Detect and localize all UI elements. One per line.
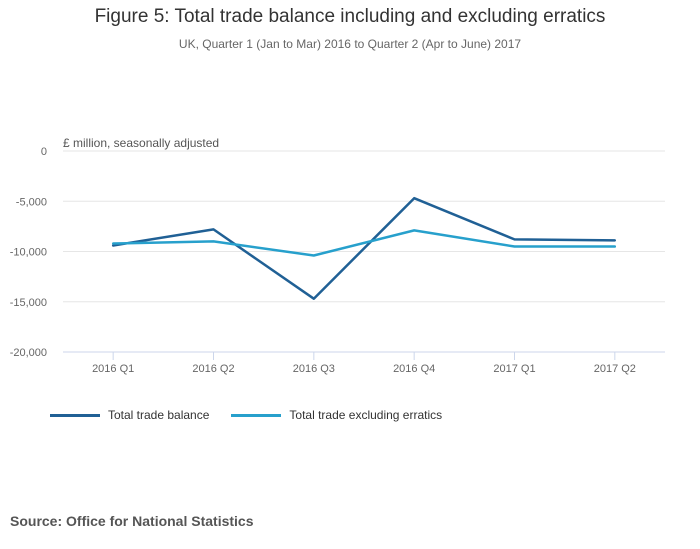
y-tick-label: -15,000 (10, 297, 47, 309)
legend-label-balance: Total trade balance (108, 408, 210, 422)
x-tick-label: 2016 Q2 (192, 363, 234, 375)
x-tick-label: 2016 Q3 (293, 363, 335, 375)
series-line-total-trade-balance (111, 196, 617, 300)
series-line-excluding-erratics (111, 229, 617, 257)
legend-swatch-excluding (231, 413, 282, 417)
legend-item-excluding-erratics[interactable]: Total trade excluding erratics (231, 408, 442, 422)
y-tick-label: -10,000 (10, 247, 47, 259)
chart-subtitle: UK, Quarter 1 (Jan to Mar) 2016 to Quart… (178, 37, 522, 51)
legend-label-excluding: Total trade excluding erratics (289, 408, 443, 422)
x-tick-label: 2016 Q1 (92, 363, 134, 375)
line-chart: 0 -5,000 -10,000 -15,000 -20,000 2016 Q1 2016 … (10, 136, 665, 375)
legend-item-total-trade-balance[interactable]: Total trade balance (50, 408, 209, 422)
legend-swatch-balance (50, 413, 100, 417)
chart-title: Figure 5: Total trade balance including … (94, 6, 606, 27)
y-tick-label: -5,000 (16, 196, 47, 208)
x-tick-label: 2016 Q4 (393, 363, 435, 375)
chart-legend: Total trade balance Total trade excludin… (50, 408, 464, 422)
y-tick-label: 0 (41, 146, 47, 158)
y-axis-label: £ million, seasonally adjusted (63, 136, 219, 150)
source-note: Source: Office for National Statistics (10, 513, 254, 529)
x-tick-label: 2017 Q1 (493, 363, 535, 375)
x-tick-label: 2017 Q2 (594, 363, 636, 375)
y-tick-label: -20,000 (10, 347, 47, 359)
